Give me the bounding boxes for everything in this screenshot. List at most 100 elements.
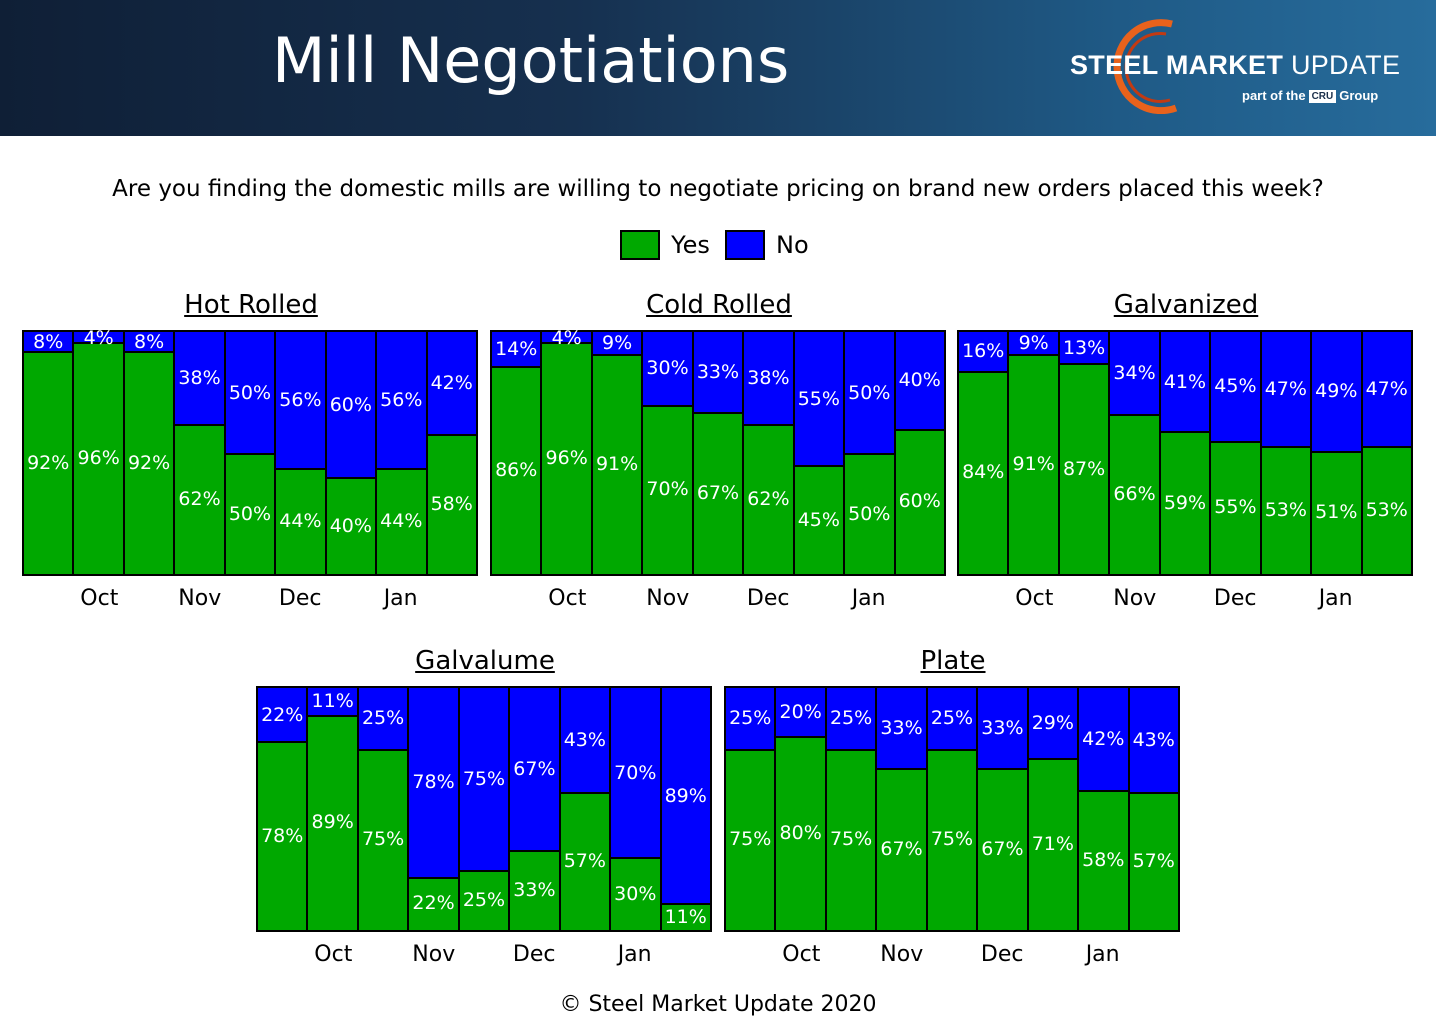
x-axis: Oct Nov Dec Jan xyxy=(957,586,1413,616)
bar-segment-yes xyxy=(377,467,426,574)
data-label-no: 49% xyxy=(1315,380,1358,403)
bar-column: 8% 92% xyxy=(124,330,176,574)
bar-column: 43% 57% xyxy=(560,688,612,930)
bar-segment-yes xyxy=(726,748,775,930)
data-label-no: 78% xyxy=(412,771,455,794)
bar-segment-no xyxy=(409,688,458,877)
data-label-yes: 67% xyxy=(880,837,923,860)
x-axis: Oct Nov Dec Jan xyxy=(22,586,478,616)
logo-sub-prefix: part of the xyxy=(1242,88,1306,103)
data-label-yes: 91% xyxy=(1012,452,1055,475)
bar-segment-no xyxy=(308,688,357,715)
data-label-yes: 53% xyxy=(1365,498,1408,521)
page-title: Mill Negotiations xyxy=(272,24,790,97)
bar-column: 50% 50% xyxy=(225,332,277,574)
bar-column: 29% 71% xyxy=(1028,688,1080,930)
data-label-yes: 11% xyxy=(664,905,707,928)
bar-column: 11% 89% xyxy=(308,688,359,930)
data-label-no: 50% xyxy=(228,381,272,404)
data-label-no: 25% xyxy=(829,707,873,730)
data-label-yes: 91% xyxy=(595,452,639,475)
copyright-footer: © Steel Market Update 2020 xyxy=(559,992,877,1017)
bar-segment-no xyxy=(927,688,977,749)
bar-segment-yes xyxy=(877,767,926,930)
bar-segment-no xyxy=(592,332,642,354)
data-label-no: 50% xyxy=(848,381,891,404)
data-label-no: 11% xyxy=(311,690,354,713)
bar-column: 9% 91% xyxy=(592,332,644,574)
chart-title: Hot Rolled xyxy=(184,290,318,320)
x-tick-label: Oct xyxy=(782,942,821,967)
bar-column: 41% 59% xyxy=(1160,332,1212,574)
data-label-no: 8% xyxy=(134,330,165,353)
bar-segment-no xyxy=(1059,332,1109,364)
bar-segment-no xyxy=(276,332,325,468)
data-label-no: 33% xyxy=(696,360,740,383)
bar-column: 9% 91% xyxy=(1009,332,1060,574)
bar-column: 56% 44% xyxy=(377,332,428,574)
legend-item-yes: Yes xyxy=(620,230,710,260)
bar-segment-yes xyxy=(794,465,844,574)
x-axis: Oct Nov Dec Jan xyxy=(256,942,712,972)
data-label-yes: 55% xyxy=(1214,496,1257,519)
bar-column: 43% 57% xyxy=(1129,688,1178,930)
bar-segment-no xyxy=(1211,332,1260,441)
data-label-yes: 92% xyxy=(127,451,171,474)
x-tick-label: Oct xyxy=(548,586,587,611)
bar-segment-yes xyxy=(1362,445,1411,574)
x-tick-label: Dec xyxy=(1213,586,1257,611)
bar-column: 38% 62% xyxy=(744,332,795,574)
logo-wordmark: STEEL MARKET UPDATE xyxy=(1070,50,1400,81)
data-label-no: 25% xyxy=(361,707,405,730)
bar-segment-no xyxy=(877,688,926,768)
bar-segment-no xyxy=(74,332,123,342)
bar-segment-yes xyxy=(978,767,1027,930)
legend-swatch-yes xyxy=(620,230,660,260)
data-label-no: 33% xyxy=(981,716,1024,739)
bar-column: 42% 58% xyxy=(1079,688,1130,930)
survey-question: Are you finding the domestic mills are w… xyxy=(112,176,1324,202)
bar-segment-yes xyxy=(427,433,476,574)
x-tick-label: Nov xyxy=(412,942,456,967)
bar-column: 47% 53% xyxy=(1261,332,1313,574)
bar-column: 60% 40% xyxy=(326,332,378,574)
bar-column: 70% 30% xyxy=(611,688,662,930)
bar-segment-yes xyxy=(927,748,977,930)
bar-segment-no xyxy=(258,688,307,742)
data-label-no: 20% xyxy=(779,701,822,724)
bar-segment-yes xyxy=(510,850,559,930)
bar-segment-yes xyxy=(1160,431,1210,574)
data-label-yes: 92% xyxy=(27,451,70,474)
bar-column: 33% 67% xyxy=(693,332,745,574)
bar-segment-yes xyxy=(276,467,325,574)
bar-column: 34% 66% xyxy=(1110,332,1161,574)
bar-segment-no xyxy=(1160,332,1210,432)
legend: Yes No xyxy=(620,230,819,264)
data-label-yes: 70% xyxy=(646,478,689,501)
bar-segment-yes xyxy=(845,453,894,574)
data-label-no: 8% xyxy=(33,330,64,353)
bar-segment-yes xyxy=(24,351,73,574)
data-label-no: 56% xyxy=(279,388,322,411)
bar-column: 16% 84% xyxy=(959,332,1010,574)
bar-segment-yes xyxy=(1028,758,1078,930)
data-label-yes: 86% xyxy=(495,458,538,481)
data-label-yes: 59% xyxy=(1163,491,1207,514)
plot-area: 22% 78% 11% 89% 25% 75% 78% 22% 75% 25% 67% 33% 43% 5… xyxy=(256,686,712,932)
data-label-no: 47% xyxy=(1264,377,1307,400)
data-label-no: 47% xyxy=(1365,377,1408,400)
bar-segment-yes xyxy=(1009,353,1058,574)
bar-segment-no xyxy=(611,688,660,858)
x-tick-label: Jan xyxy=(617,942,652,967)
data-label-no: 43% xyxy=(563,729,606,752)
bar-column: 4% 96% xyxy=(542,328,593,574)
bar-segment-yes xyxy=(1261,445,1311,574)
data-label-yes: 66% xyxy=(1113,483,1156,506)
x-tick-label: Dec xyxy=(278,586,322,611)
data-label-yes: 84% xyxy=(962,461,1005,484)
chart-title: Cold Rolled xyxy=(646,290,792,320)
data-label-no: 33% xyxy=(880,716,923,739)
x-tick-label: Nov xyxy=(880,942,924,967)
data-label-yes: 96% xyxy=(545,446,588,469)
bar-segment-no xyxy=(826,688,876,749)
